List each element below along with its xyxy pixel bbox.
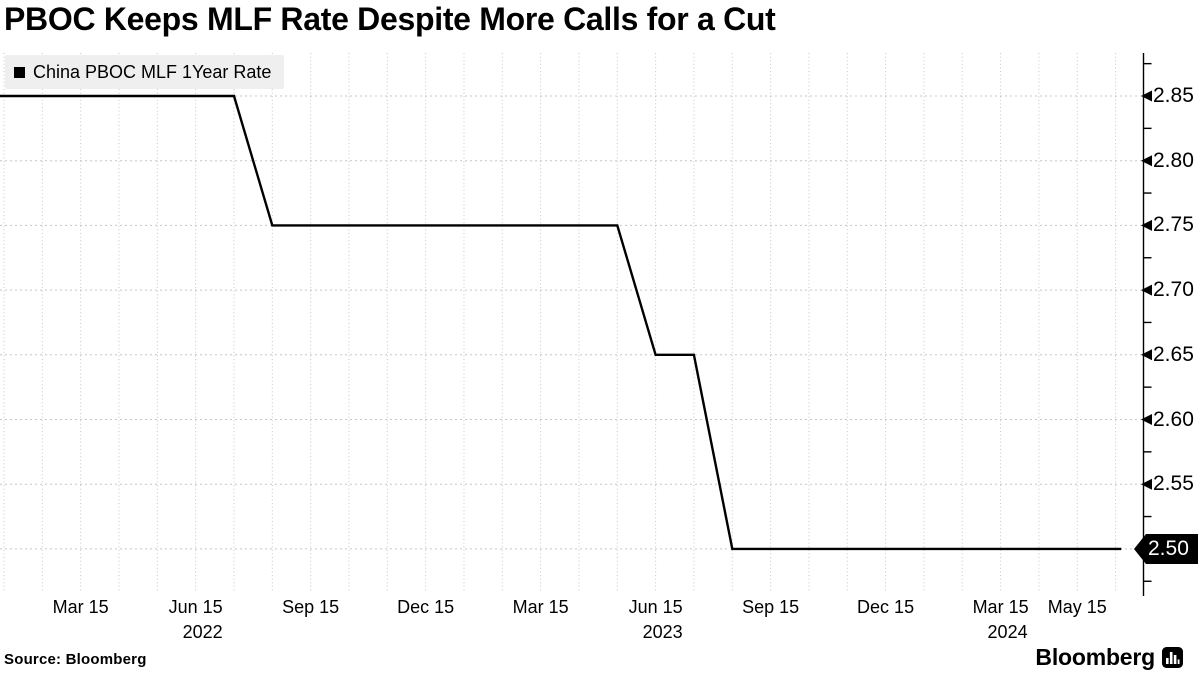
x-axis-tick-label: Jun 15	[628, 597, 683, 617]
last-price-tag: 2.50	[1134, 534, 1198, 564]
bloomberg-logo: Bloomberg	[1035, 644, 1183, 671]
source-text: Source: Bloomberg	[4, 651, 147, 668]
x-axis-tick-label: Dec 15	[397, 597, 455, 617]
legend-series-marker-icon	[14, 66, 25, 78]
y-axis-tick-label: 2.85	[1153, 84, 1194, 107]
x-axis-tick-label: Sep 15	[282, 597, 340, 617]
x-axis-tick-label: May 15	[1047, 597, 1107, 617]
y-axis-tick-label: 2.55	[1153, 472, 1194, 496]
chart-title: PBOC Keeps MLF Rate Despite More Calls f…	[4, 1, 776, 37]
x-axis-tick-label: Mar 15	[972, 597, 1029, 617]
x-axis-tick-label: Mar 15	[512, 597, 569, 617]
x-axis-tick-label: Jun 15	[168, 597, 223, 617]
tag-left-arrow-icon	[1134, 534, 1146, 564]
x-axis-tick-label: Dec 15	[857, 597, 915, 617]
x-axis-year-label: 2024	[987, 622, 1028, 642]
bloomberg-terminal-icon	[1162, 647, 1183, 668]
x-axis-year-label: 2023	[642, 622, 683, 642]
x-axis-tick-label: Mar 15	[52, 597, 109, 617]
y-axis-tick-label: 2.60	[1153, 407, 1194, 431]
y-axis-tick-label: 2.75	[1153, 213, 1194, 237]
x-axis-year-label: 2022	[182, 622, 223, 642]
legend: China PBOC MLF 1Year Rate	[5, 55, 285, 89]
y-axis-tick-label: 2.70	[1153, 278, 1194, 302]
bloomberg-wordmark: Bloomberg	[1035, 644, 1155, 670]
y-axis-tick-label: 2.80	[1153, 148, 1194, 172]
last-price-tag-label: 2.50	[1146, 534, 1198, 564]
y-axis-tick-label: 2.65	[1153, 342, 1194, 366]
x-axis-tick-label: Sep 15	[742, 597, 800, 617]
legend-label: China PBOC MLF 1Year Rate	[33, 62, 272, 82]
